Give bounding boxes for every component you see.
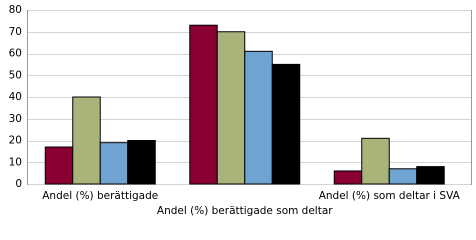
- y-tick-label: 80: [9, 4, 22, 16]
- bar: [72, 96, 101, 185]
- y-tick-label: 70: [9, 26, 22, 38]
- x-tick-label: Andel (%) berättigade som deltar: [157, 205, 333, 217]
- bar: [244, 50, 273, 185]
- x-tick-label: Andel (%) berättigade: [42, 190, 158, 202]
- bar: [271, 63, 301, 185]
- y-tick-label: 50: [9, 69, 22, 81]
- y-tick-label: 0: [15, 178, 22, 190]
- y-tick-label: 20: [9, 135, 22, 147]
- y-tick-label: 10: [9, 156, 22, 168]
- bar: [216, 31, 246, 185]
- chart: 0 10 20 30 40 50 60 70 80 Andel (%) berättigade An…: [9, 4, 472, 217]
- bar: [361, 137, 390, 185]
- bar: [44, 146, 74, 185]
- y-tick-label: 30: [9, 113, 22, 125]
- x-tick-label: Andel (%) som deltar i SVA: [319, 190, 461, 202]
- bar: [333, 170, 363, 185]
- y-tick-label: 40: [9, 91, 22, 103]
- y-tick-label: 60: [9, 48, 22, 60]
- bar: [416, 166, 445, 185]
- bar: [127, 140, 156, 185]
- bar: [388, 168, 418, 185]
- bar: [99, 142, 129, 185]
- bar: [189, 24, 218, 185]
